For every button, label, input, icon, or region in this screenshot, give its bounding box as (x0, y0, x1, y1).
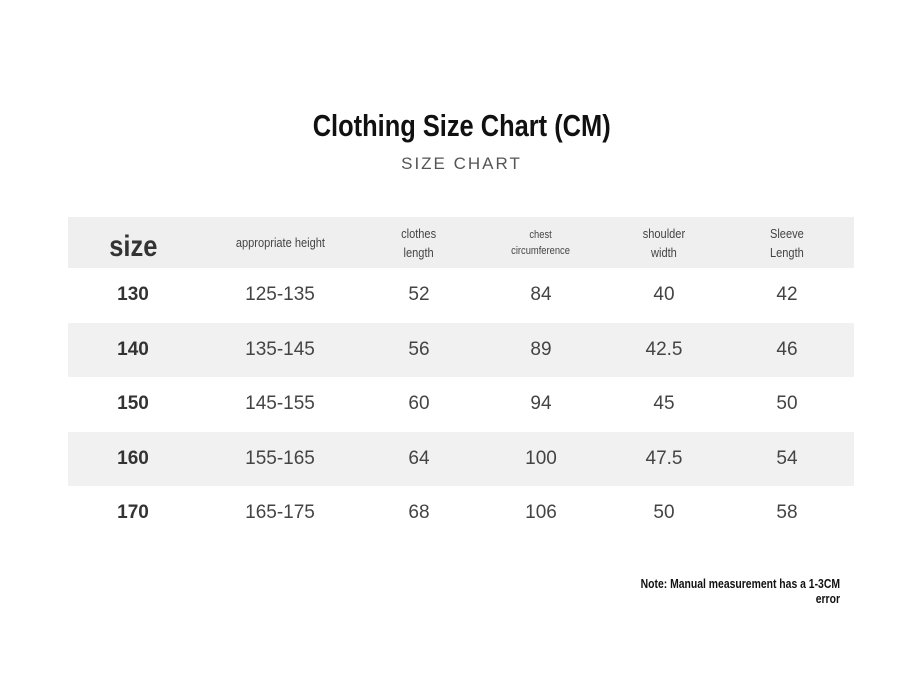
cell-chest: 94 (530, 393, 552, 415)
cell-sleeve: 58 (776, 502, 798, 524)
cell-clothes-length: 56 (408, 338, 430, 360)
cell-size: 170 (117, 502, 149, 524)
table-header-row: size appropriate height clothes length c… (68, 217, 854, 268)
header-size: size (108, 230, 158, 263)
cell-sleeve: 42 (776, 284, 798, 306)
cell-clothes-length: 52 (408, 284, 430, 306)
cell-clothes-length: 64 (408, 447, 430, 469)
cell-size: 150 (117, 393, 149, 415)
cell-shoulder: 45 (653, 393, 675, 415)
header-clothes-length: clothes length (401, 225, 437, 260)
cell-chest: 84 (530, 284, 552, 306)
cell-height: 155-165 (245, 447, 315, 469)
cell-shoulder: 50 (653, 502, 675, 524)
cell-height: 145-155 (245, 393, 315, 415)
cell-size: 140 (117, 338, 149, 360)
table-row: 160 155-165 64 100 47.5 54 (68, 431, 854, 486)
table-row: 150 145-155 60 94 45 50 (68, 377, 854, 432)
header-shoulder-width: shoulder width (642, 225, 686, 260)
size-table: size appropriate height clothes length c… (68, 217, 854, 541)
cell-shoulder: 40 (653, 284, 675, 306)
chart-subtitle: SIZE CHART (401, 154, 522, 173)
chart-title: Clothing Size Chart (CM) (312, 108, 611, 143)
cell-sleeve: 46 (776, 338, 798, 360)
table-row: 130 125-135 52 84 40 42 (68, 268, 854, 323)
cell-shoulder: 42.5 (645, 338, 683, 360)
cell-shoulder: 47.5 (645, 447, 683, 469)
measurement-note: Note: Manual measurement has a 1-3CM err… (640, 576, 840, 606)
cell-height: 125-135 (245, 284, 315, 306)
header-chest-circumference: chest circumference (511, 228, 571, 257)
header-sleeve-length: Sleeve Length (770, 225, 804, 260)
cell-chest: 89 (530, 338, 552, 360)
cell-height: 165-175 (245, 502, 315, 524)
cell-size: 130 (117, 284, 149, 306)
table-row: 140 135-145 56 89 42.5 46 (68, 322, 854, 377)
cell-sleeve: 54 (776, 447, 798, 469)
cell-chest: 100 (525, 447, 557, 469)
cell-chest: 106 (525, 502, 557, 524)
cell-height: 135-145 (245, 338, 315, 360)
header-appropriate-height: appropriate height (235, 235, 325, 250)
cell-clothes-length: 60 (408, 393, 430, 415)
table-row: 170 165-175 68 106 50 58 (68, 486, 854, 541)
cell-clothes-length: 68 (408, 502, 430, 524)
cell-sleeve: 50 (776, 393, 798, 415)
cell-size: 160 (117, 447, 149, 469)
